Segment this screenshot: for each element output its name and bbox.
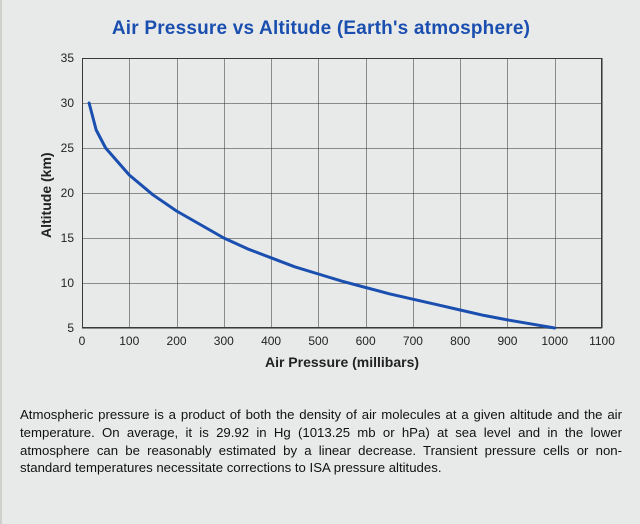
gridline-v xyxy=(602,58,603,328)
x-tick: 300 xyxy=(214,334,234,348)
pressure-altitude-curve xyxy=(82,58,602,328)
x-tick: 1100 xyxy=(589,334,615,348)
gridline-h xyxy=(82,328,602,329)
y-tick: 35 xyxy=(61,51,74,65)
page: Air Pressure vs Altitude (Earth's atmosp… xyxy=(0,0,640,524)
y-tick: 5 xyxy=(67,321,74,335)
y-tick: 10 xyxy=(61,276,74,290)
x-tick: 600 xyxy=(356,334,376,348)
x-axis-label: Air Pressure (millibars) xyxy=(82,354,602,370)
x-tick: 800 xyxy=(450,334,470,348)
x-tick: 200 xyxy=(167,334,187,348)
x-tick-labels: 010020030040050060070080090010001100 xyxy=(82,332,602,350)
y-tick: 15 xyxy=(61,231,74,245)
x-tick: 900 xyxy=(497,334,517,348)
x-tick: 0 xyxy=(79,334,86,348)
x-tick: 500 xyxy=(308,334,328,348)
plot-area xyxy=(82,58,602,328)
y-tick: 30 xyxy=(61,96,74,110)
y-tick: 20 xyxy=(61,186,74,200)
chart-title: Air Pressure vs Altitude (Earth's atmosp… xyxy=(20,18,622,40)
caption-text: Atmospheric pressure is a product of bot… xyxy=(20,406,622,477)
x-tick: 1000 xyxy=(541,334,568,348)
y-axis-label: Altitude (km) xyxy=(38,152,54,238)
y-tick: 25 xyxy=(61,141,74,155)
x-tick: 700 xyxy=(403,334,423,348)
x-tick: 100 xyxy=(119,334,139,348)
chart: 0 100 200 300 400 500 600 700 800 900 1000 1100 5 10 1… xyxy=(20,48,624,392)
x-tick: 400 xyxy=(261,334,281,348)
